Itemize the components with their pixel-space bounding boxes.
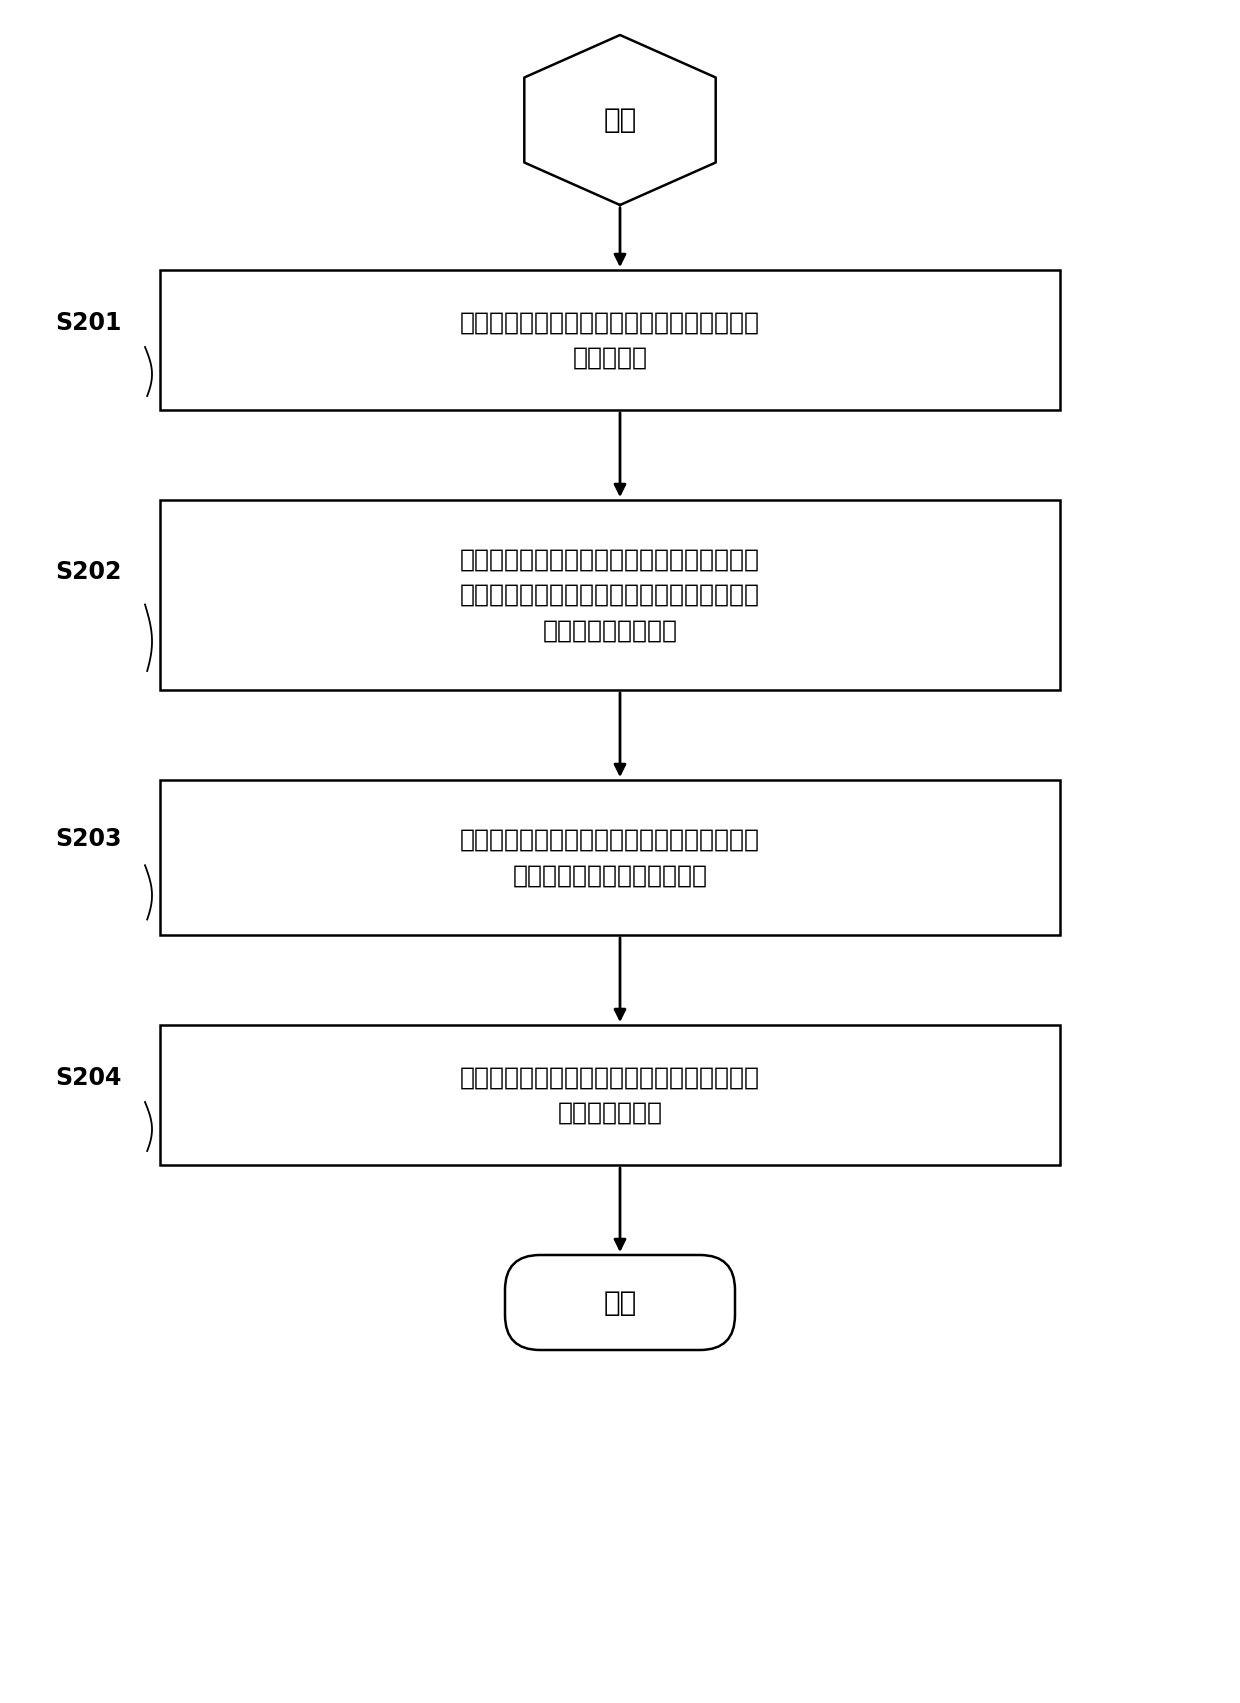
Text: 结束: 结束 [604, 1289, 636, 1316]
Bar [160, 1025, 1060, 1165]
Text: S204: S204 [55, 1066, 122, 1090]
Text: 对所述的多个地层样本进行岩石物理实验，得
到实验数据: 对所述的多个地层样本进行岩石物理实验，得 到实验数据 [460, 310, 760, 370]
Text: S203: S203 [55, 828, 122, 852]
Bar [160, 271, 1060, 410]
Text: 开始: 开始 [604, 106, 636, 135]
Text: 对所述的实验数据进行分析，得到地层影响因
素，所述的地层影响因素包括孔隙度、泥质含
量以及地层胶结指数: 对所述的实验数据进行分析，得到地层影响因 素，所述的地层影响因素包括孔隙度、泥质… [460, 548, 760, 642]
Bar [160, 501, 1060, 690]
Bar [160, 780, 1060, 935]
Text: S202: S202 [55, 560, 122, 584]
Text: S201: S201 [55, 312, 122, 335]
Text: 通过数値模拟对所述的地层影响因素进行单因
素实验，得到单因素测量结果: 通过数値模拟对所述的地层影响因素进行单因 素实验，得到单因素测量结果 [460, 828, 760, 887]
Text: 对所述的单因素测量结果进行统计分析，确定
出岩电关系模型: 对所述的单因素测量结果进行统计分析，确定 出岩电关系模型 [460, 1066, 760, 1124]
FancyBboxPatch shape [505, 1255, 735, 1350]
